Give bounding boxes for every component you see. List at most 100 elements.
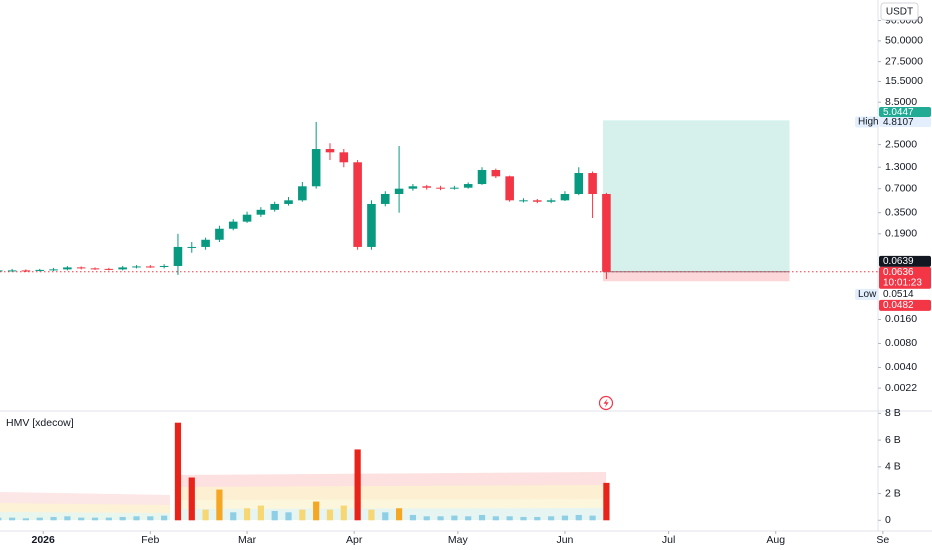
y-tick-label: 0.7000 [885,182,917,194]
volume-bar [409,514,417,521]
low-price-tag: 0.0514 [883,289,914,300]
candle-body [491,170,501,177]
currency-box[interactable] [880,2,919,21]
price-tag: 0.0639 [883,256,914,267]
candle-body [574,173,584,195]
y-tick-label: 0.0160 [885,313,917,325]
low-price-tag-box [879,288,931,300]
candle-body [311,149,321,187]
y-tick-label: 2.5000 [885,138,917,150]
candle-body [477,170,487,185]
volume-bar [0,517,2,521]
low-label-box [855,288,878,300]
low-label: Low [858,289,877,300]
volume-bar [451,515,458,521]
candle-body [118,267,127,270]
volume-bar [78,517,85,521]
volume-bar [285,512,292,521]
high-label-box [855,116,878,128]
volume-bar [257,505,264,521]
candle-body [298,186,307,201]
event-icon-bolt [603,398,609,408]
x-tick-label: 2026 [32,534,56,546]
target-price-tag-box [879,106,931,117]
volume-tick-label: 6 B [885,434,901,446]
candle-body [173,246,183,266]
volume-bar [506,516,513,521]
volume-bar [354,449,361,521]
candle-body [450,187,459,189]
volume-bar [36,517,43,521]
candle-body [436,187,445,189]
volume-bar [313,501,320,521]
volume-bar [478,514,486,521]
candle-body [49,269,58,271]
candle-body [7,270,17,272]
candle-body [90,268,100,270]
volume-bar [340,505,347,521]
candle-body [367,203,376,247]
candle-body [63,267,72,270]
volume-bar [22,518,30,521]
volume-bar [119,516,126,521]
price-tag-box [879,255,931,267]
candle-body [256,209,266,215]
y-tick-label: 0.0080 [885,337,917,349]
volume-bar [299,509,306,521]
target-price-tag: 5.0447 [883,107,914,118]
x-tick-label: Feb [141,534,159,546]
candle-body [0,270,3,272]
countdown-label: 10:01:23 [883,278,922,289]
volume-bar [534,516,541,521]
y-tick-label: 0.0022 [885,382,917,394]
x-tick-label: May [448,534,469,546]
volume-bar [147,516,154,521]
volume-bar [8,517,16,521]
candle-body [394,188,404,195]
candle-body [560,194,570,201]
last-price-label: 0.0636 [883,267,914,278]
high-price-tag-box [879,116,931,127]
candle-body [159,265,169,267]
y-tick-label: 0.3500 [885,206,917,218]
volume-tick-label: 4 B [885,461,901,473]
volume-bar [216,489,223,521]
candle-body [284,200,293,204]
candle-body [422,186,432,188]
candle-body [132,266,141,268]
high-label: High [858,117,879,128]
x-tick-label: Aug [766,534,785,546]
stop-price-tag-box [879,299,931,311]
y-tick-label: 8.5000 [885,96,917,108]
volume-bar [520,516,527,521]
currency-label: USDT [886,7,913,18]
high-price-tag: 4.8107 [883,117,914,128]
y-tick-label: 27.5000 [885,55,923,67]
candle-body [339,152,349,163]
candle-body [602,194,611,272]
candle-body [505,176,514,201]
volume-bar [437,516,444,521]
volume-bar [589,515,596,521]
volume-bar [202,509,209,521]
stop-price-tag: 0.0482 [883,300,914,311]
candle-body [228,221,238,229]
volume-bar [161,515,168,521]
x-tick-label: Mar [238,534,257,546]
volume-bar [395,508,403,521]
x-tick-label: Jun [556,534,573,546]
y-tick-label: 1.3000 [885,161,917,173]
candle-body [325,149,335,153]
volume-bar [174,422,182,521]
hmv-band-base2 [175,508,606,520]
layer: 90.000050.000027.500015.50008.50002.5000… [0,14,931,546]
y-tick-label: 50.0000 [885,35,923,47]
volume-bar [368,509,375,521]
candle-body [533,200,542,202]
position-stop-zone [602,271,790,282]
volume-bar [561,515,569,521]
volume-bar [105,517,112,521]
y-tick-label: 0.0040 [885,361,917,373]
